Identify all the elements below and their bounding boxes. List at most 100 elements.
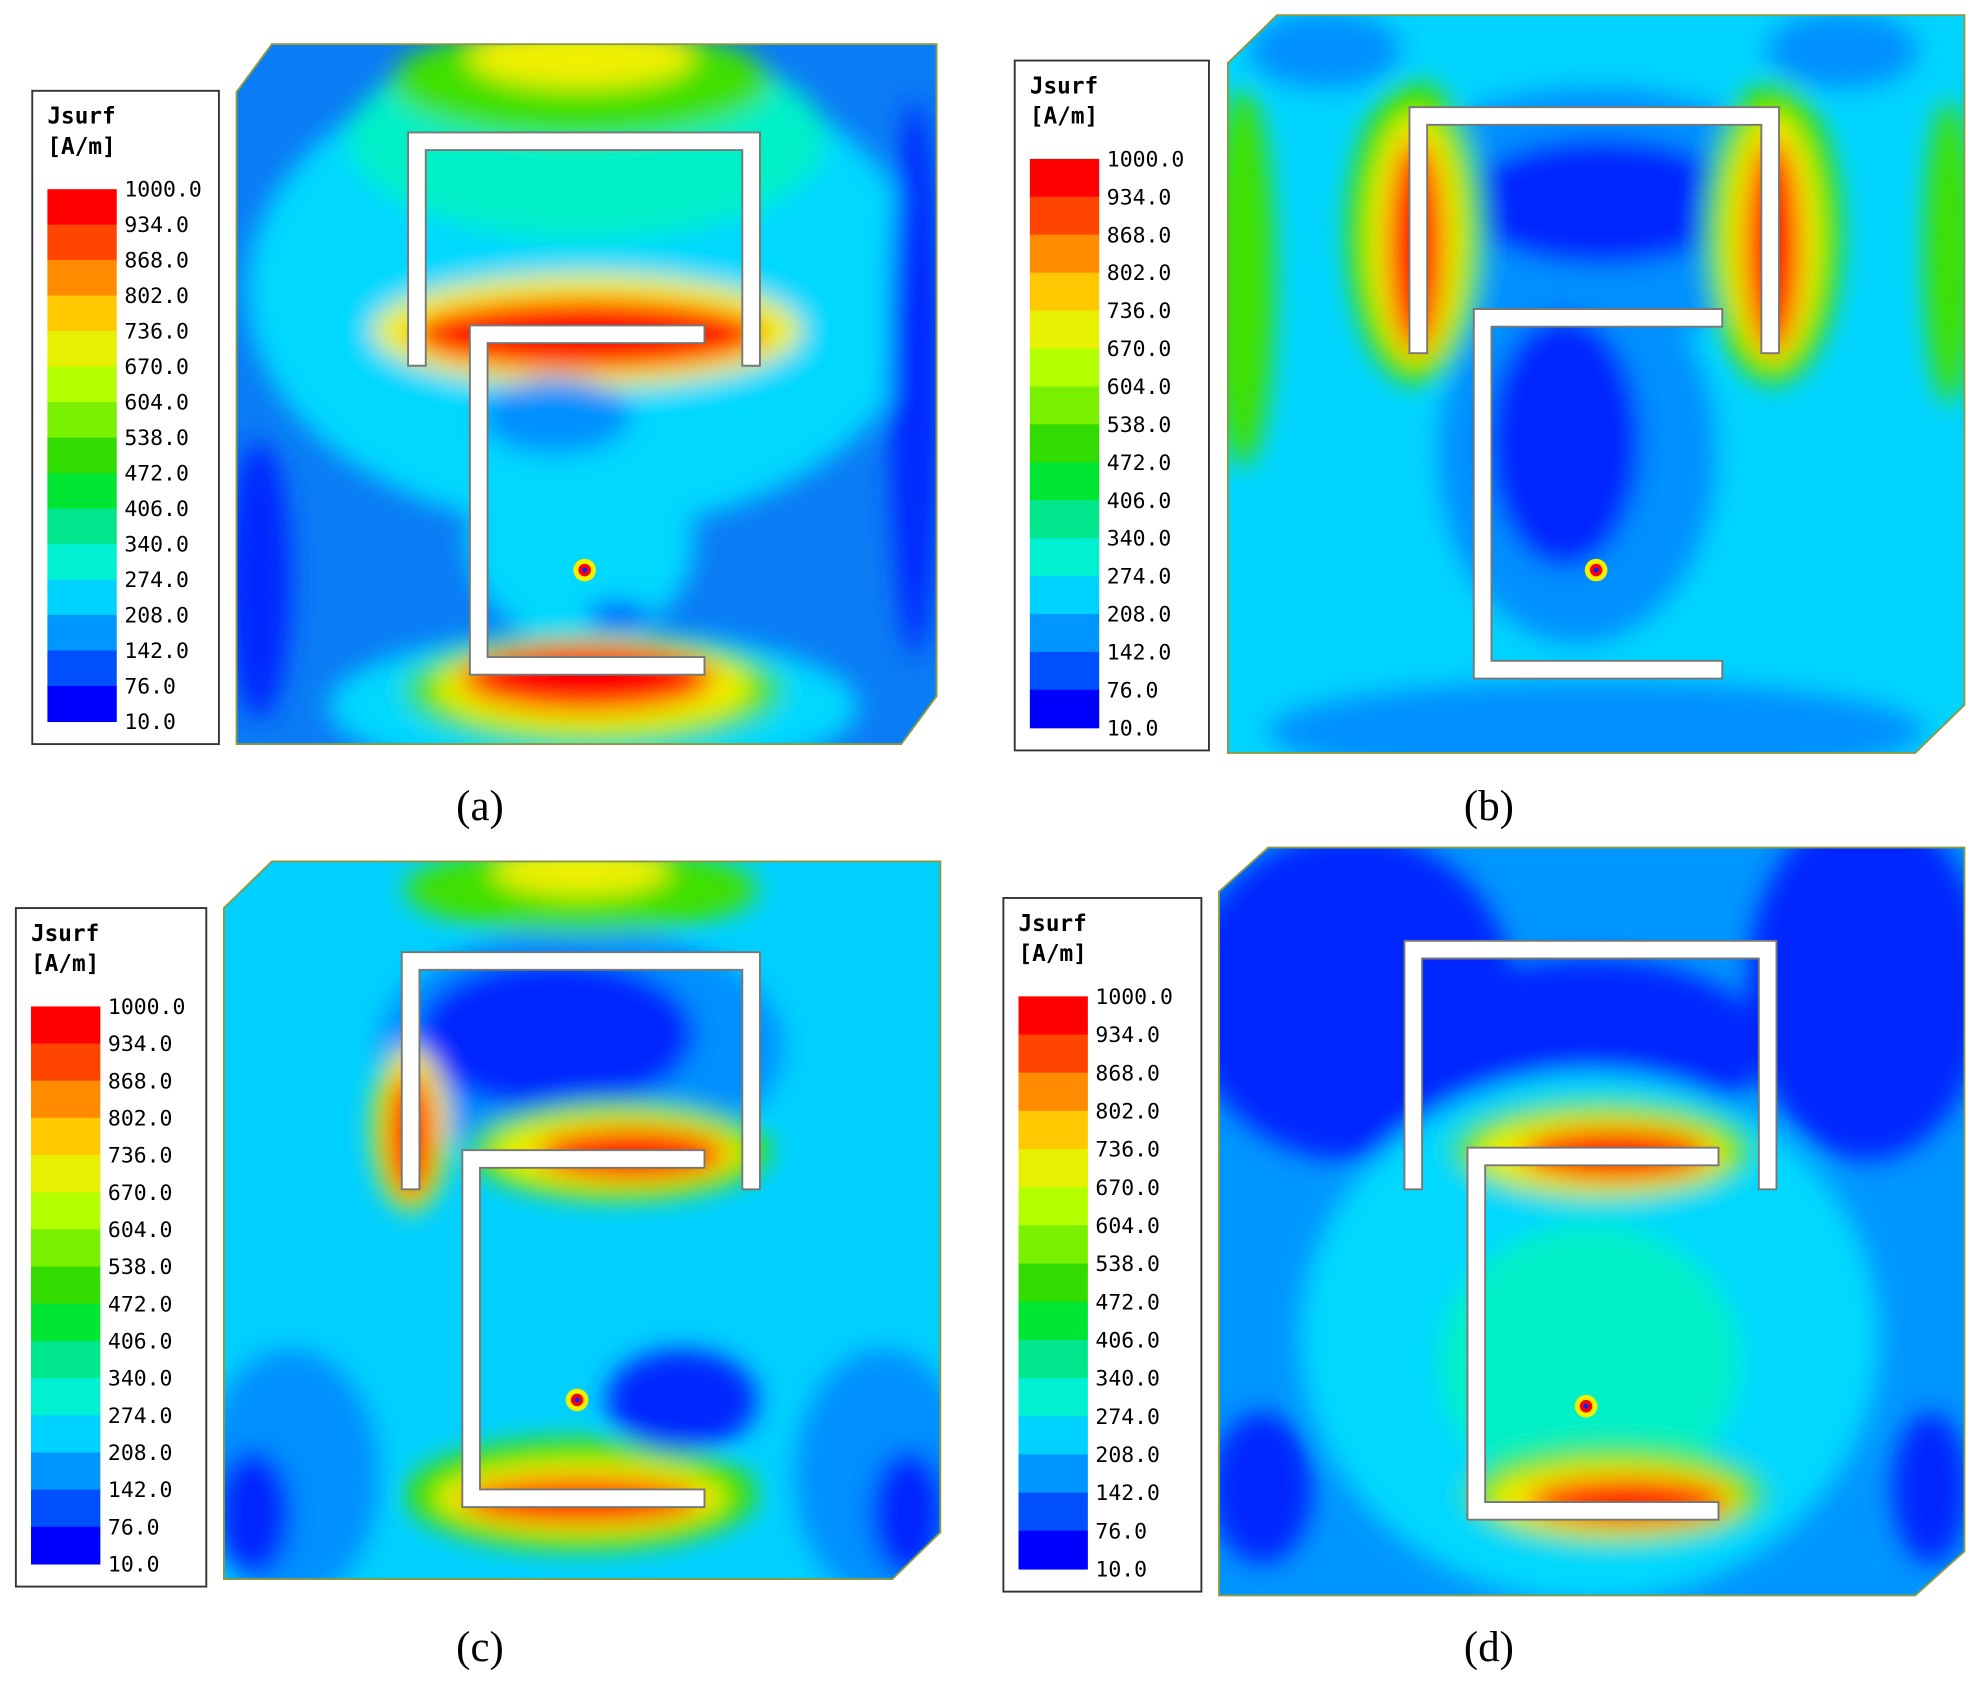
legend-level: 604.0 — [108, 1218, 173, 1243]
field-region — [1747, 847, 1965, 1161]
legend-band — [1018, 1454, 1088, 1494]
field-region — [889, 100, 937, 656]
legend-band — [47, 402, 117, 439]
legend-level: 670.0 — [1107, 337, 1172, 362]
panel: Jsurf [A/m] 1000.0 934.0 868.0 802.0 736.0 670.… — [31, 43, 938, 830]
legend-band — [30, 1117, 101, 1156]
legend-band — [47, 224, 117, 261]
legend-level: 868.0 — [1107, 223, 1172, 248]
legend-band — [30, 1266, 101, 1305]
legend-band — [1018, 1187, 1088, 1227]
feed-core — [582, 567, 588, 573]
legend-level: 538.0 — [1107, 413, 1172, 438]
plot-border — [223, 860, 942, 1580]
legend-level: 736.0 — [1107, 299, 1172, 324]
feed-core — [574, 1397, 580, 1403]
legend-band — [47, 260, 117, 297]
legend-level: 868.0 — [124, 249, 189, 274]
legend-level: 604.0 — [1107, 375, 1172, 400]
legend-band — [1029, 424, 1100, 463]
resonator-outer — [407, 131, 761, 367]
legend-band — [30, 1006, 101, 1045]
legend-level: 934.0 — [1095, 1023, 1160, 1048]
legend-level: 76.0 — [124, 674, 176, 699]
legend-unit: [A/m] — [1030, 104, 1098, 130]
legend-level: 76.0 — [108, 1515, 160, 1540]
legend-band — [1018, 1149, 1088, 1188]
field-region — [1924, 100, 1965, 404]
legend-band — [47, 579, 117, 616]
legend-level: 538.0 — [124, 426, 189, 451]
field-region — [467, 44, 695, 89]
feed-core — [1593, 567, 1599, 573]
resonator-outer — [400, 951, 761, 1191]
legend-level: 934.0 — [1107, 185, 1172, 210]
legend-band — [1029, 462, 1100, 501]
legend-level: 934.0 — [108, 1032, 173, 1057]
field-region — [1438, 1223, 1742, 1501]
legend-band — [30, 1303, 101, 1342]
legend-band — [1018, 1110, 1088, 1150]
field-region — [606, 1349, 758, 1451]
legend-level: 1000.0 — [124, 178, 201, 203]
field-contours — [1227, 15, 1965, 753]
legend-level: 10.0 — [108, 1552, 160, 1577]
legend-level: 406.0 — [1095, 1328, 1160, 1353]
legend: Jsurf [A/m] 1000.0 934.0 868.0 802.0 736.0 670.… — [1002, 897, 1203, 1593]
field-region — [1463, 138, 1742, 265]
caption: (b) — [1464, 783, 1514, 830]
legend-band — [47, 437, 117, 474]
resonator-outer — [1403, 939, 1778, 1191]
legend-unit: [A/m] — [1019, 941, 1087, 967]
legend-band — [1018, 996, 1088, 1036]
legend-band — [1018, 1492, 1088, 1532]
current-field — [1219, 847, 1965, 1596]
legend-band — [47, 508, 117, 545]
legend-level: 1000.0 — [108, 995, 185, 1020]
legend-level: 604.0 — [124, 391, 189, 416]
legend-level: 10.0 — [1095, 1557, 1147, 1582]
legend-level: 538.0 — [1095, 1252, 1160, 1277]
field-region — [1766, 15, 1918, 89]
legend-band — [30, 1229, 101, 1268]
legend-band — [1029, 272, 1100, 312]
legend-band — [1029, 386, 1100, 425]
legend-level: 472.0 — [1107, 451, 1172, 476]
legend-band — [47, 295, 117, 332]
legend-band — [47, 473, 117, 510]
legend-band — [30, 1378, 101, 1416]
legend-level: 274.0 — [1107, 565, 1172, 590]
field-region — [1268, 681, 1925, 753]
legend-level: 208.0 — [124, 604, 189, 629]
legend-level: 670.0 — [124, 355, 189, 380]
caption: (d) — [1464, 1624, 1514, 1671]
legend-band — [47, 366, 117, 403]
legend-level: 340.0 — [108, 1367, 173, 1392]
legend-band — [30, 1415, 101, 1454]
legend-level: 274.0 — [108, 1404, 173, 1429]
legend-level: 934.0 — [124, 213, 189, 238]
field-region — [479, 378, 632, 455]
legend-level: 1000.0 — [1095, 985, 1172, 1010]
legend-level: 472.0 — [108, 1292, 173, 1317]
legend-band — [1029, 234, 1100, 274]
legend-level: 406.0 — [124, 497, 189, 522]
legend-level: 142.0 — [1095, 1481, 1160, 1506]
legend-level: 406.0 — [1107, 489, 1172, 514]
resonator-inner — [468, 324, 706, 676]
resonator-outer — [1408, 106, 1780, 355]
legend-level: 142.0 — [1107, 640, 1172, 665]
field-region — [1219, 1412, 1313, 1564]
legend-level: 736.0 — [1095, 1138, 1160, 1163]
legend-level: 868.0 — [108, 1069, 173, 1094]
legend-title: Jsurf — [1030, 73, 1098, 99]
legend-unit: [A/m] — [47, 134, 115, 160]
panel: Jsurf [A/m] 1000.0 934.0 868.0 802.0 736.0 670.… — [1013, 14, 1966, 830]
legend-level: 208.0 — [1107, 603, 1172, 628]
legend-level: 670.0 — [108, 1181, 173, 1206]
legend-level: 208.0 — [1095, 1443, 1160, 1468]
legend-band — [30, 1043, 101, 1082]
legend-level: 802.0 — [1107, 261, 1172, 286]
legend: Jsurf [A/m] 1000.0 934.0 868.0 802.0 736.0 670.… — [14, 907, 208, 1588]
legend-band — [1018, 1301, 1088, 1341]
